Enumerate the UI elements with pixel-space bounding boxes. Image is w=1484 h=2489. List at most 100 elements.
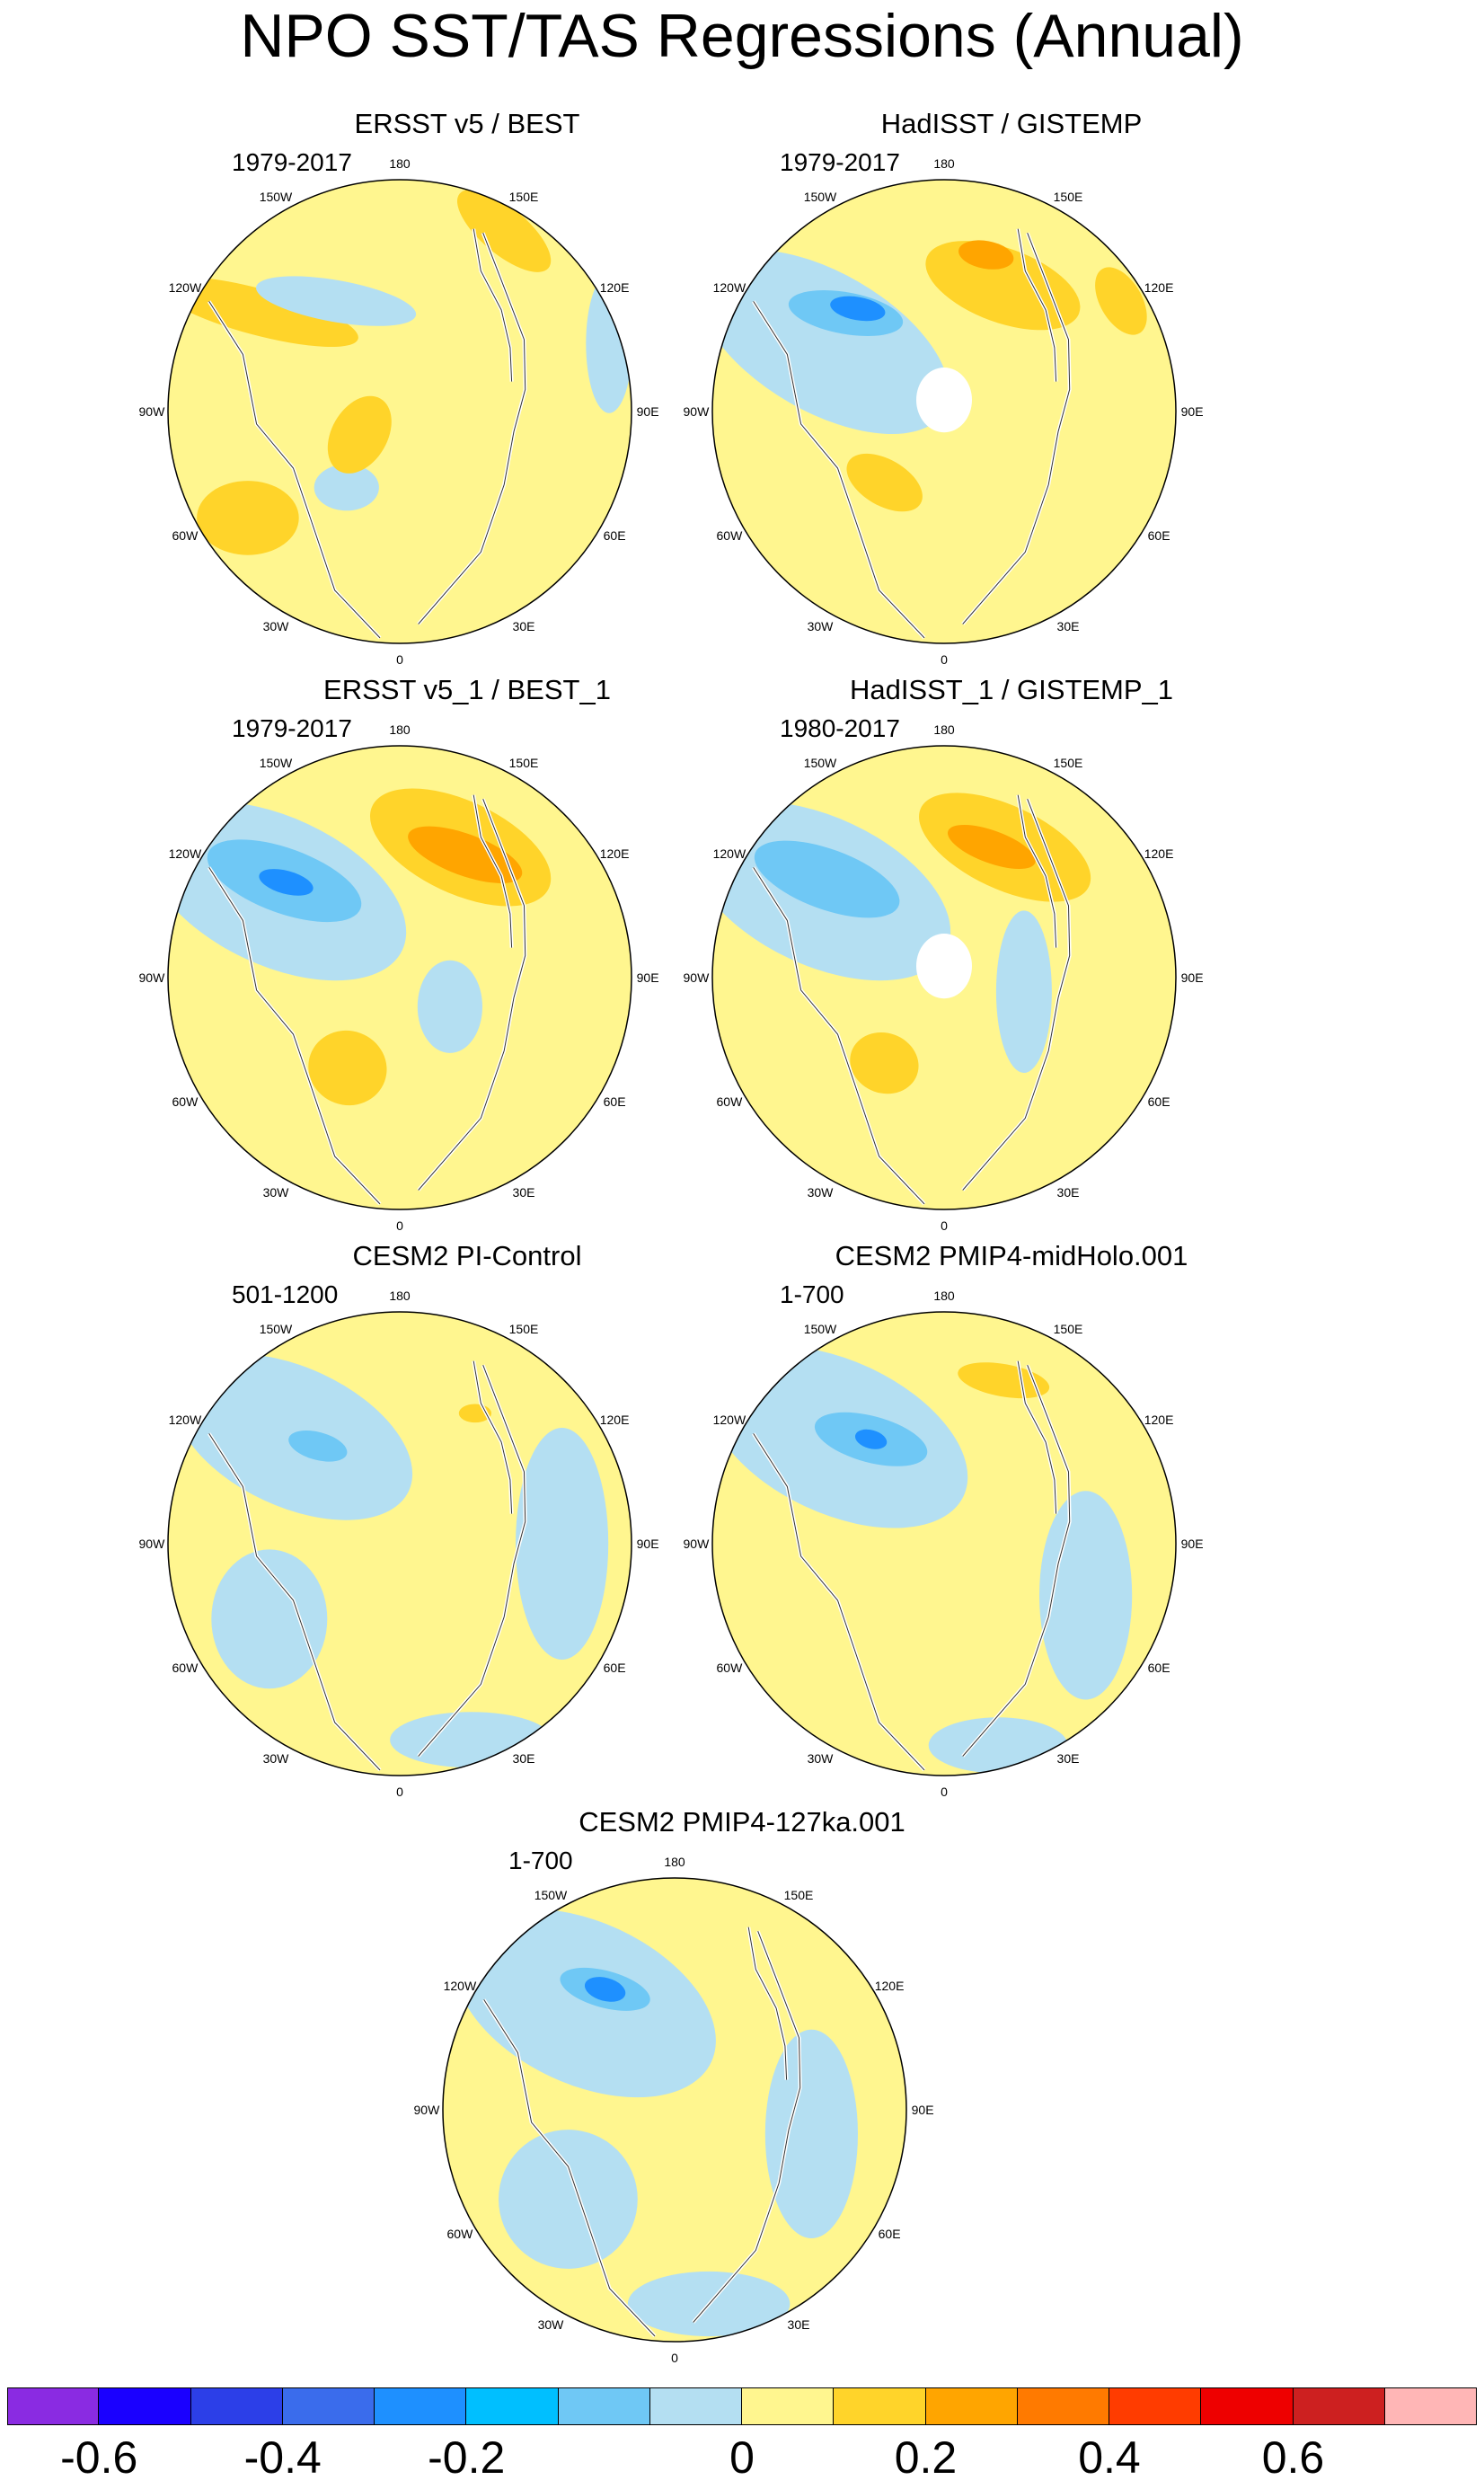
page-title: NPO SST/TAS Regressions (Annual): [240, 2, 1244, 70]
longitude-label: 150E: [784, 1888, 814, 1902]
longitude-label: 120W: [713, 280, 746, 295]
colorbar-tick-label: 0.6: [1261, 2432, 1325, 2483]
period-label: 1979-2017: [232, 714, 352, 742]
map-panel: 180 150E 120E 90E 60E 30E 0 30W 60W 90W 120W 150W E…: [135, 108, 799, 674]
longitude-label: 60W: [447, 2227, 474, 2241]
anomaly-region: [586, 273, 632, 413]
anomaly-region: [455, 1909, 716, 2098]
longitude-label: 120E: [600, 280, 630, 295]
polar-map: 180 150E 120E 90E 60E 30E 0 30W 60W 90W 120W 150W: [139, 722, 659, 1233]
longitude-label: 30W: [808, 1751, 835, 1766]
anomaly-region: [197, 481, 299, 555]
anomaly-region: [712, 250, 950, 434]
longitude-label: 30E: [1057, 1751, 1080, 1766]
longitude-label: 60E: [1148, 1661, 1170, 1675]
longitude-label: 150W: [534, 1888, 568, 1902]
longitude-label: 30E: [513, 1751, 535, 1766]
anomaly-region: [995, 910, 1052, 1073]
longitude-label: 120W: [444, 1979, 477, 1993]
longitude-label: 60W: [717, 1661, 744, 1675]
longitude-label: 90W: [684, 970, 711, 985]
longitude-label: 90E: [1181, 404, 1204, 419]
map-panel: 180 150E 120E 90E 60E 30E 0 30W 60W 90W 120W 150W H…: [679, 108, 1344, 674]
colorbar-swatch: [1109, 2387, 1202, 2425]
longitude-label: 90W: [139, 404, 166, 419]
longitude-label: 120E: [600, 846, 630, 861]
anomaly-region: [314, 464, 379, 511]
anomaly-region: [928, 1717, 1068, 1774]
longitude-label: 120E: [875, 1979, 905, 1993]
panel-title: ERSST v5_1 / BEST_1: [323, 674, 611, 705]
anomaly-region: [916, 368, 972, 433]
panel-title: ERSST v5 / BEST: [354, 108, 580, 139]
longitude-label: 30E: [513, 1185, 535, 1200]
longitude-label: 60W: [717, 1094, 744, 1109]
longitude-label: 30W: [263, 1185, 290, 1200]
longitude-label: 90E: [912, 2103, 934, 2117]
coastline: [1017, 794, 1057, 948]
anomaly-region: [327, 395, 392, 474]
colorbar-swatch: [1384, 2387, 1477, 2425]
map-boundary: [711, 1311, 1177, 1776]
colorbar-swatch: [190, 2387, 283, 2425]
longitude-label: 120E: [600, 1413, 630, 1427]
longitude-label: 180: [933, 722, 955, 737]
longitude-label: 60W: [717, 528, 744, 543]
longitude-label: 60E: [1148, 528, 1170, 543]
panel-title: CESM2 PI-Control: [352, 1240, 582, 1271]
longitude-label: 150E: [1054, 190, 1083, 204]
colorbar-swatch: [99, 2387, 191, 2425]
colorbar-swatch: [834, 2387, 926, 2425]
coastline: [1017, 1360, 1057, 1514]
coastline: [473, 1360, 513, 1514]
coastline: [753, 301, 925, 639]
coastline: [962, 799, 1071, 1191]
longitude-label: 180: [389, 1289, 411, 1303]
longitude-label: 150W: [260, 1322, 293, 1336]
longitude-label: 150E: [1054, 756, 1083, 770]
longitude-label: 90E: [637, 404, 659, 419]
longitude-label: 180: [389, 156, 411, 171]
longitude-label: 30W: [808, 1185, 835, 1200]
map-boundary: [711, 745, 1177, 1210]
longitude-label: 90W: [684, 1537, 711, 1551]
anomaly-region: [916, 934, 972, 999]
colorbar-tick-label: -0.2: [428, 2432, 506, 2483]
longitude-label: 60E: [604, 528, 626, 543]
colorbar-swatch: [1293, 2387, 1385, 2425]
longitude-label: 90W: [414, 2103, 441, 2117]
anomaly-region: [1095, 267, 1147, 335]
coastline: [483, 1999, 656, 2337]
anomaly-region: [168, 276, 358, 348]
coastline: [1017, 228, 1057, 382]
polar-map: 180 150E 120E 90E 60E 30E 0 30W 60W 90W 120W 150W: [139, 156, 659, 667]
anomaly-region: [958, 1362, 1050, 1399]
longitude-label: 90E: [637, 1537, 659, 1551]
longitude-label: 150W: [260, 190, 293, 204]
panel-title: HadISST_1 / GISTEMP_1: [849, 674, 1174, 705]
longitude-label: 90E: [1181, 1537, 1204, 1551]
coastline: [208, 867, 381, 1205]
anomaly-region: [958, 240, 1014, 270]
anomaly-region: [516, 1428, 609, 1660]
longitude-label: 30W: [538, 2317, 565, 2332]
anomaly-region: [854, 1429, 888, 1449]
longitude-label: 120E: [1144, 846, 1174, 861]
anomaly-region: [584, 1977, 626, 2002]
panel-title: CESM2 PMIP4-midHolo.001: [835, 1240, 1188, 1271]
map-boundary: [167, 745, 632, 1210]
longitude-label: 30W: [263, 619, 290, 633]
anomaly-region: [288, 1430, 348, 1462]
longitude-label: 0: [941, 652, 948, 667]
panel-title: HadISST / GISTEMP: [880, 108, 1143, 139]
map-panel: 180 150E 120E 90E 60E 30E 0 30W 60W 90W 120W 150W E…: [135, 674, 799, 1240]
longitude-label: 180: [933, 1289, 955, 1303]
period-label: 1979-2017: [780, 148, 900, 176]
colorbar-swatch: [7, 2387, 100, 2425]
longitude-label: 150E: [1054, 1322, 1083, 1336]
period-label: 1-700: [508, 1847, 573, 1874]
longitude-label: 0: [941, 1218, 948, 1233]
longitude-label: 120W: [169, 846, 202, 861]
longitude-label: 60E: [604, 1094, 626, 1109]
longitude-label: 0: [671, 2351, 678, 2365]
